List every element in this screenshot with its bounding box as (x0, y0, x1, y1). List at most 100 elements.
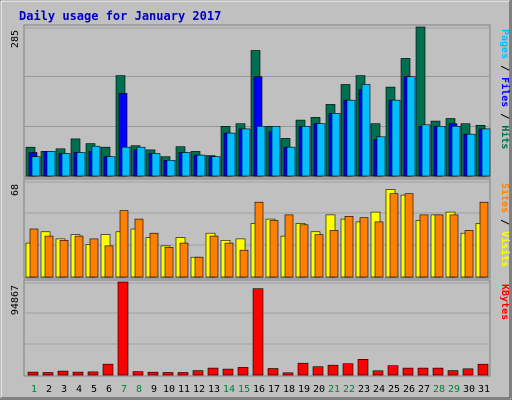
x-tick-label: 16 (253, 384, 265, 395)
x-tick-label: 5 (91, 384, 97, 395)
bar-sites (449, 214, 459, 278)
bar-sites (359, 217, 369, 278)
x-tick-label: 29 (448, 384, 460, 395)
bar-pages (226, 132, 236, 177)
axis-label-part: Pages (499, 29, 510, 59)
bar-kbytes (267, 368, 279, 376)
bar-pages (241, 128, 251, 177)
bar-sites (209, 235, 219, 278)
bar-kbytes (372, 370, 384, 376)
bar-pages (106, 156, 116, 177)
bar-pages (376, 136, 386, 177)
bar-kbytes (237, 367, 249, 376)
bar-sites (389, 193, 399, 278)
x-tick-label: 13 (208, 384, 220, 395)
bar-pages (286, 146, 296, 177)
axis-label-part: / (499, 107, 510, 125)
x-tick-label: 20 (313, 384, 325, 395)
x-tick-label: 19 (298, 384, 310, 395)
x-tick-label: 23 (358, 384, 370, 395)
bar-kbytes (27, 371, 39, 376)
bar-pages (271, 126, 281, 177)
x-tick-label: 31 (478, 384, 490, 395)
bar-kbytes (417, 367, 429, 376)
bar-kbytes (252, 288, 264, 376)
x-tick-label: 26 (403, 384, 415, 395)
x-tick-label: 9 (151, 384, 157, 395)
bar-pages (346, 99, 356, 177)
bar-kbytes (327, 364, 339, 376)
bar-sites (224, 242, 234, 278)
bar-pages (151, 153, 161, 177)
bar-sites (314, 234, 324, 278)
bar-pages (76, 152, 86, 177)
bar-kbytes (462, 368, 474, 376)
bar-kbytes (87, 371, 99, 376)
bar-kbytes (282, 372, 294, 376)
bar-kbytes (387, 365, 399, 376)
bar-pages (31, 156, 41, 177)
chart-title: Daily usage for January 2017 (19, 9, 221, 23)
axis-label-part: Files (499, 77, 511, 107)
bar-sites (299, 224, 309, 278)
y-max-label: 68 (10, 184, 21, 196)
x-tick-label: 28 (433, 384, 445, 395)
bar-sites (59, 240, 69, 278)
bar-kbytes (207, 367, 219, 376)
x-tick-label: 3 (61, 384, 67, 395)
bar-sites (374, 221, 384, 278)
right-axis-label: Sites / Visits (499, 183, 511, 267)
bar-sites (464, 230, 474, 278)
x-tick-label: 22 (343, 384, 355, 395)
x-tick-label: 2 (46, 384, 52, 395)
bar-pages (316, 123, 326, 177)
bar-pages (181, 152, 191, 177)
y-max-label: 94867 (10, 285, 21, 315)
bar-kbytes (42, 372, 54, 376)
bar-pages (91, 145, 101, 177)
x-tick-label: 7 (121, 384, 127, 395)
x-tick-label: 25 (388, 384, 400, 395)
x-tick-label: 11 (178, 384, 190, 395)
bar-pages (256, 126, 266, 177)
bar-sites (149, 232, 159, 278)
bar-sites (344, 216, 354, 278)
bar-pages (301, 126, 311, 177)
axis-label-part: KBytes (499, 284, 510, 320)
y-max-labels: 285 68 94867 (10, 30, 21, 315)
axis-label-part: / (499, 59, 510, 77)
bar-sites (134, 218, 144, 278)
bar-sites (239, 249, 249, 278)
axis-label-part: Sites (499, 183, 511, 213)
bar-pages (406, 76, 416, 177)
bar-pages (451, 126, 461, 177)
bar-kbytes (432, 367, 444, 376)
axis-label-part: / (499, 213, 510, 231)
bar-kbytes (147, 371, 159, 376)
bar-kbytes (357, 358, 369, 376)
bar-pages (121, 146, 131, 177)
right-axis-label: KBytes (499, 284, 510, 320)
bar-sites (284, 214, 294, 278)
x-tick-label: 14 (223, 384, 235, 395)
bar-pages (481, 128, 491, 177)
x-tick-label: 24 (373, 384, 385, 395)
bar-kbytes (477, 363, 489, 376)
bar-kbytes (447, 370, 459, 376)
bar-sites (269, 220, 279, 278)
x-tick-label: 27 (418, 384, 430, 395)
bar-sites (254, 201, 264, 278)
bar-kbytes (132, 371, 144, 376)
bar-sites (44, 235, 54, 278)
x-tick-label: 6 (106, 384, 112, 395)
x-tick-label: 18 (283, 384, 295, 395)
x-tick-label: 15 (238, 384, 250, 395)
bar-pages (421, 124, 431, 177)
bar-pages (61, 153, 71, 177)
x-tick-label: 8 (136, 384, 142, 395)
bar-sites (329, 230, 339, 278)
right-axis-labels: Pages / Files / Hits Sites / Visits KBytes (499, 29, 511, 320)
bar-pages (466, 133, 476, 177)
